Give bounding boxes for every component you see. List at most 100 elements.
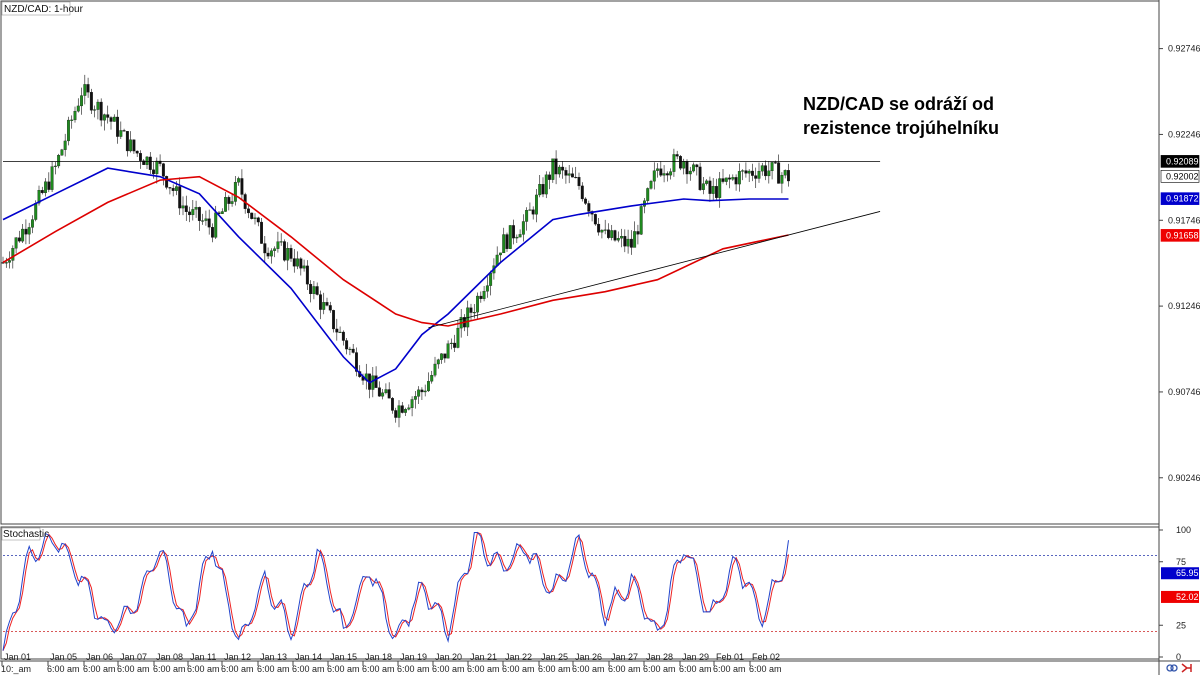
candle-body: [656, 168, 659, 171]
time-tick-label: 6:00 am: [397, 664, 430, 674]
candle-body: [751, 170, 754, 176]
candle-body: [175, 186, 178, 191]
date-tick-label: Jan 15: [330, 652, 357, 662]
candle-body: [783, 170, 787, 176]
candle-body: [646, 188, 650, 201]
candle-body: [302, 265, 306, 269]
date-tick-label: Jan 01: [4, 652, 31, 662]
candle-body: [521, 221, 525, 235]
time-tick-label: 6:00 am: [292, 664, 325, 674]
date-tick-label: Jan 25: [541, 652, 568, 662]
candle-body: [145, 156, 149, 165]
candle-body: [335, 328, 339, 333]
triangle-support-line[interactable]: [428, 211, 881, 329]
candle-body: [528, 209, 532, 211]
candle-body: [626, 238, 630, 247]
candle-body: [512, 225, 515, 239]
candle-body: [770, 162, 774, 172]
price-tick-label: 0.90246: [1168, 473, 1200, 483]
date-tick-label: Jan 12: [224, 652, 251, 662]
candle-body: [204, 218, 208, 221]
candle-body: [374, 375, 378, 388]
annotation-line-2: rezistence trojúhelníku: [803, 118, 999, 138]
time-tick-label: 6:00 am: [713, 664, 746, 674]
candle-body: [436, 359, 440, 365]
candle-body: [283, 241, 286, 261]
candle-body: [93, 109, 97, 111]
candle-body: [449, 342, 453, 344]
candle-body: [685, 161, 689, 175]
candle-body: [273, 248, 277, 251]
candle-body: [355, 352, 358, 372]
candle-body: [67, 119, 70, 142]
price-tick-label: 0.91246: [1168, 301, 1200, 311]
candle-body: [328, 305, 332, 311]
candle-body: [47, 181, 51, 190]
candle-body: [420, 389, 424, 393]
candle-body: [711, 186, 715, 194]
candle-body: [44, 181, 47, 194]
date-tick-label: Jan 07: [120, 652, 147, 662]
candle-body: [73, 111, 77, 121]
candle-body: [266, 252, 270, 257]
candle-body: [538, 184, 542, 196]
candle-body: [171, 188, 175, 191]
stochastic-value-label: 65.95: [1176, 568, 1199, 578]
candle-body: [744, 170, 748, 174]
link-icon[interactable]: [1166, 664, 1178, 672]
candle-body: [263, 243, 267, 254]
candle-body: [518, 234, 522, 238]
candle-body: [305, 265, 309, 285]
price-tag-label: 0.91872: [1166, 194, 1199, 204]
candle-body: [453, 342, 457, 348]
candle-body: [400, 405, 404, 413]
price-tag: [1160, 192, 1200, 205]
scroll-to-end-icon[interactable]: [1181, 663, 1192, 673]
candle-body: [561, 166, 565, 171]
stochastic-value-tag: [1161, 567, 1199, 580]
candle-body: [125, 131, 129, 152]
price-tick-label: 0.90746: [1168, 387, 1200, 397]
price-pane-frame: [0, 0, 1160, 525]
stochastic-pane-frame: [0, 526, 1160, 660]
price-tick-label: 0.92746: [1168, 44, 1200, 54]
candle-body: [247, 208, 250, 214]
price-tag: [1160, 155, 1200, 168]
candle-body: [737, 171, 741, 185]
candle-body: [708, 180, 712, 194]
candle-body: [649, 181, 653, 189]
candle-body: [679, 156, 682, 169]
candle-body: [777, 162, 781, 184]
candle-body: [83, 84, 87, 96]
candle-body: [178, 186, 182, 209]
candle-body: [116, 116, 119, 137]
symbol-label: NZD/CAD: 1-hour: [4, 4, 84, 15]
candle-body: [188, 211, 191, 216]
candle-body: [639, 206, 643, 235]
time-tick-label: 6:00 am: [83, 664, 116, 674]
time-tick-label: 6:00 am: [362, 664, 395, 674]
candle-body: [535, 194, 538, 215]
candle-body: [502, 234, 506, 254]
time-tick-label: 6:00 am: [538, 664, 571, 674]
candle-body: [181, 205, 185, 209]
candle-body: [132, 139, 136, 152]
candle-body: [780, 174, 784, 184]
candle-body: [446, 343, 450, 359]
stochastic-tick-label: 75: [1176, 557, 1186, 567]
candle-body: [276, 241, 280, 249]
candle-body: [53, 165, 57, 167]
candle-body: [384, 389, 388, 394]
candle-body: [587, 203, 591, 212]
time-tick-label: 6:00 am: [749, 664, 782, 674]
candle-body: [728, 177, 731, 180]
candle-body: [207, 218, 211, 228]
candle-body: [119, 130, 123, 137]
candle-body: [665, 173, 669, 176]
candle-body: [721, 178, 725, 182]
candle-body: [485, 285, 489, 292]
candle-body: [338, 331, 342, 333]
candle-body: [63, 140, 67, 150]
date-tick-label: Jan 18: [365, 652, 392, 662]
